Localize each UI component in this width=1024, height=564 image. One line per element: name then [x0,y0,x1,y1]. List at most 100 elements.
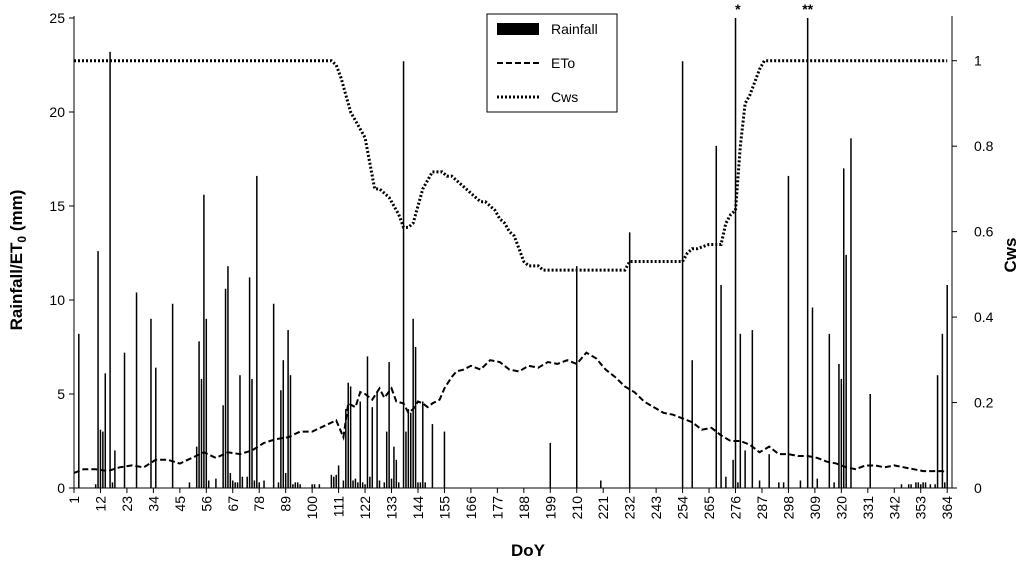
legend-label-rainfall: Rainfall [551,21,598,37]
rainfall-bar [253,480,256,488]
rainfall-bar [222,405,224,488]
rainfall-bar [94,484,97,488]
rainfall-bar [287,330,289,488]
rainfall-bar [299,484,301,488]
y-left-title-sub: 0 [15,236,29,243]
y-left-tick-label: 20 [49,104,65,120]
x-tick-label: 353 [913,496,929,520]
rainfall-bar [337,465,340,488]
x-tick-label: 89 [278,496,294,512]
legend-label-eto: ETo [551,55,575,71]
rainfall-bar [600,480,602,488]
rainfall-bar [725,476,727,488]
rainfall-bar [155,367,157,488]
rainfall-bar [816,478,819,488]
rainfall-bar [850,138,852,488]
rainfall-bar [188,482,191,488]
x-tick-label: 210 [569,496,585,520]
rainfall-bar [359,401,361,488]
rainfall-bar [284,472,287,488]
rainfall-bar [294,482,297,488]
legend-swatch-rainfall [497,23,539,35]
rainfall-bar [782,482,785,488]
rainfall-bar [424,482,426,488]
x-tick-label: 133 [384,496,400,520]
rainfall-bar [929,484,932,488]
legend-label-cws: Cws [551,89,578,105]
rainfall-bar [806,18,809,488]
rainfall-bar [751,330,754,488]
rainfall-bar [799,480,802,488]
rainfall-bar [198,341,200,488]
rainfall-bar [946,284,948,488]
y-right-tick-label: 0.6 [974,224,994,240]
x-tick-label: 320 [833,496,849,520]
rainfall-bar [123,352,126,488]
rainfall-bar [200,378,203,488]
rainfall-bar [417,482,419,488]
chart-legend: Rainfall ETo Cws [486,13,618,113]
y-right-tick-label: 1 [974,53,982,69]
y-left-tick-label: 15 [49,198,65,214]
chart-annotations: * ** [735,1,813,17]
significance-annotation: * [735,1,741,17]
rainfall-bar [419,482,422,488]
rainfall-bar [405,431,407,488]
rainfall-bar [739,333,742,488]
rainfall-bar [364,484,366,488]
rainfall-bar [402,61,405,489]
rainfall-bar [941,333,944,488]
rainfall-bar [628,232,631,488]
y-left-tick-label: 10 [49,292,65,308]
x-tick-label: 111 [331,496,347,517]
x-tick-label: 342 [886,496,902,520]
rainfall-bar [272,303,275,488]
x-axis-title: DoY [511,541,546,560]
rainfall-bar [397,482,400,488]
rainfall-bar [811,307,814,488]
rainfall-bar [758,480,761,488]
rainfall-bar [227,266,229,488]
rainfall-bar [342,480,345,488]
rainfall-bar [102,431,104,488]
rainfall-bar [414,347,417,488]
rainfall-bar [910,484,912,488]
rainfall-bar [318,484,321,488]
x-tick-label: 331 [860,496,876,520]
rainfall-bar [443,431,446,488]
rainfall-bar [934,484,936,488]
y-right-tick-label: 0.2 [974,395,994,411]
rainfall-bar [388,362,390,488]
x-tick-label: 298 [780,496,796,520]
rainfall-bar [390,478,393,488]
rainfall-bar [256,175,258,489]
x-tick-label: 12 [92,496,108,512]
rainfall-bar [224,288,227,488]
rainfall-bar [734,18,737,488]
rainfall-bar [900,484,903,488]
rainfall-bar [354,478,357,488]
x-tick-label: 34 [145,496,161,512]
rainfall-bar [282,360,285,488]
rainfall-bar [258,482,260,488]
rainfall-bar [335,474,337,488]
rainfall-bar [99,429,102,488]
rainfall-bar [215,478,217,488]
rainfall-bar [385,431,388,488]
x-tick-label: 188 [516,496,532,520]
x-tick-label: 199 [542,496,558,520]
rainfall-bar [313,484,316,488]
x-tick-label: 309 [807,496,823,520]
rainfall-bar [924,482,927,488]
rainfall-bar [922,482,924,488]
rainfall-bar [410,412,412,488]
rainfall-bar [236,482,239,488]
y-right-tick-label: 0.4 [974,309,994,325]
rainfall-bar [395,459,398,488]
x-tick-label: 232 [622,496,638,520]
rainfall-bar [347,382,349,488]
rainfall-bar [345,409,347,488]
rainfall-bar [838,363,840,488]
rainfall-bar [78,333,80,488]
x-tick-label: 254 [675,496,691,520]
